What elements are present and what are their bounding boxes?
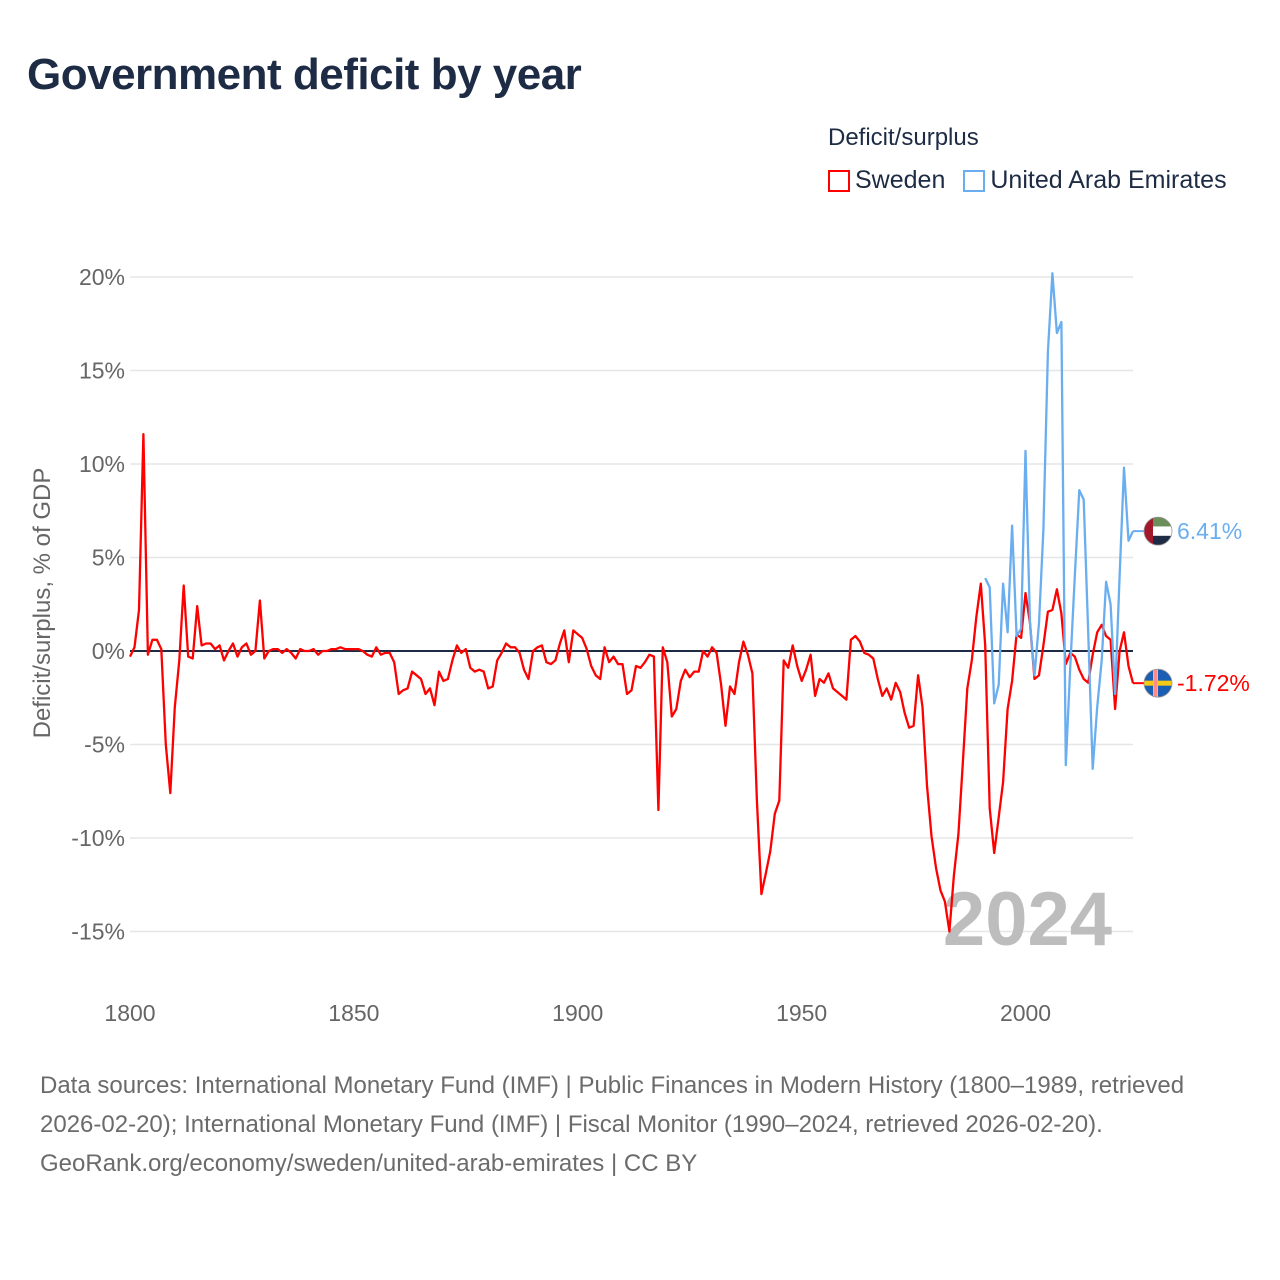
y-tick-label: -15%	[71, 919, 125, 945]
sweden-flag-icon	[1143, 668, 1173, 698]
series-line-united-arab-emirates[interactable]	[984, 272, 1135, 770]
legend: Sweden United Arab Emirates	[828, 166, 1227, 195]
x-tick-label: 1800	[104, 1000, 155, 1026]
y-tick-label: 5%	[92, 545, 125, 571]
x-tick-label: 2000	[1000, 1000, 1051, 1026]
x-tick-label: 1950	[776, 1000, 827, 1026]
footer: Data sources: International Monetary Fun…	[40, 1066, 1240, 1183]
legend-item-sweden[interactable]: Sweden	[828, 166, 945, 195]
series-line-sweden[interactable]	[128, 432, 1135, 933]
legend-title: Deficit/surplus	[828, 124, 979, 151]
y-tick-label: 10%	[79, 451, 125, 477]
current-year-watermark: 2024	[943, 877, 1112, 962]
legend-swatch-sweden	[828, 169, 850, 192]
end-value-label-united-arab-emirates: 6.41%	[1177, 518, 1242, 544]
legend-label-sweden: Sweden	[855, 166, 946, 194]
legend-item-uae[interactable]: United Arab Emirates	[963, 166, 1227, 195]
x-tick-label: 1900	[552, 1000, 603, 1026]
x-tick-label: 1850	[328, 1000, 379, 1026]
legend-label-uae: United Arab Emirates	[990, 166, 1227, 194]
uae-flag-icon	[1143, 516, 1173, 546]
end-value-label-sweden: -1.72%	[1177, 670, 1250, 696]
y-tick-label: -5%	[84, 732, 125, 758]
y-axis-label: Deficit/surplus, % of GDP	[29, 468, 56, 739]
y-tick-label: 0%	[92, 638, 125, 664]
chart-title: Government deficit by year	[27, 50, 582, 99]
y-tick-label: 15%	[79, 358, 125, 384]
source-link[interactable]: GeoRank.org/economy/sweden/united-arab-e…	[40, 1150, 605, 1177]
legend-swatch-uae	[963, 169, 986, 192]
y-tick-label: -10%	[71, 825, 125, 851]
footer-credit: GeoRank.org/economy/sweden/united-arab-e…	[40, 1150, 698, 1177]
license: CC BY	[623, 1150, 698, 1177]
data-sources: Data sources: International Monetary Fun…	[40, 1072, 1185, 1138]
y-tick-label: 20%	[79, 264, 125, 290]
